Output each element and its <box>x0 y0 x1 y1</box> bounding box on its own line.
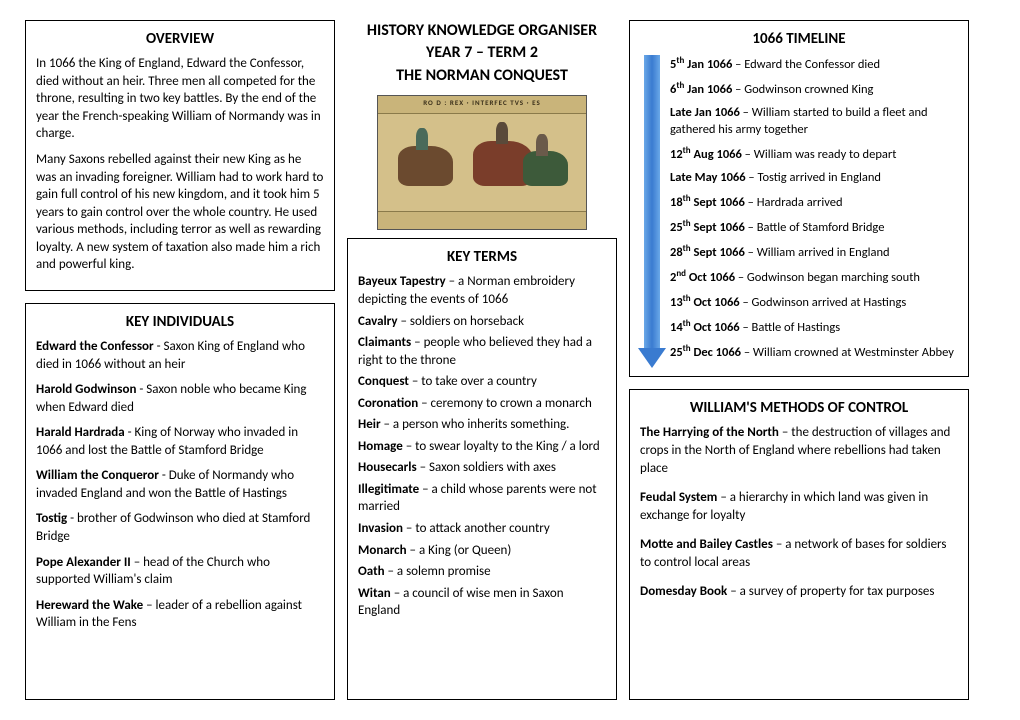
timeline-item: 25th Sept 1066 – Battle of Stamford Brid… <box>670 218 958 237</box>
timeline-item: 6th Jan 1066 – Godwinson crowned King <box>670 80 958 99</box>
term-item: Invasion – to attack another country <box>358 520 606 538</box>
bayeux-tapestry-image: RO D : REX · INTERFEC TVS · ES <box>377 95 587 230</box>
key-individuals-heading: KEY INDIVIDUALS <box>36 312 324 332</box>
term-item: Illegitimate – a child whose parents wer… <box>358 481 606 516</box>
individual-item: Tostig - brother of Godwinson who died a… <box>36 510 324 545</box>
methods-box: WILLIAM'S METHODS OF CONTROL The Harryin… <box>629 389 969 700</box>
timeline-item: 13th Oct 1066 – Godwinson arrived at Has… <box>670 293 958 312</box>
term-item: Heir – a person who inherits something. <box>358 416 606 434</box>
term-item: Monarch – a King (or Queen) <box>358 542 606 560</box>
overview-heading: OVERVIEW <box>36 29 324 49</box>
timeline-item: Late May 1066 – Tostig arrived in Englan… <box>670 170 958 187</box>
timeline-item: 14th Oct 1066 – Battle of Hastings <box>670 318 958 337</box>
timeline-item: 5th Jan 1066 – Edward the Confessor died <box>670 55 958 74</box>
term-item: Bayeux Tapestry – a Norman embroidery de… <box>358 273 606 308</box>
individual-item: Harald Hardrada - King of Norway who inv… <box>36 424 324 459</box>
method-item: Feudal System – a hierarchy in which lan… <box>640 489 958 524</box>
title-l3: THE NORMAN CONQUEST <box>347 65 617 87</box>
timeline-item: 18th Sept 1066 – Hardrada arrived <box>670 193 958 212</box>
term-item: Conquest – to take over a country <box>358 373 606 391</box>
title-l2: YEAR 7 – TERM 2 <box>347 42 617 64</box>
method-item: Domesday Book – a survey of property for… <box>640 583 958 601</box>
title-block: HISTORY KNOWLEDGE ORGANISER YEAR 7 – TER… <box>347 20 617 238</box>
term-item: Witan – a council of wise men in Saxon E… <box>358 585 606 620</box>
title-l1: HISTORY KNOWLEDGE ORGANISER <box>347 20 617 42</box>
individual-item: Pope Alexander II – head of the Church w… <box>36 554 324 589</box>
term-item: Claimants – people who believed they had… <box>358 334 606 369</box>
method-item: The Harrying of the North – the destruct… <box>640 424 958 477</box>
individual-item: Edward the Confessor - Saxon King of Eng… <box>36 338 324 373</box>
timeline-heading: 1066 TIMELINE <box>640 29 958 49</box>
timeline-item: 12th Aug 1066 – William was ready to dep… <box>670 145 958 164</box>
timeline-arrow-icon <box>640 55 664 368</box>
overview-p2: Many Saxons rebelled against their new K… <box>36 151 324 274</box>
term-item: Oath – a solemn promise <box>358 563 606 581</box>
timeline-item: 25th Dec 1066 – William crowned at Westm… <box>670 343 958 362</box>
individual-item: Hereward the Wake – leader of a rebellio… <box>36 597 324 632</box>
timeline-item: Late Jan 1066 – William started to build… <box>670 105 958 139</box>
timeline-box: 1066 TIMELINE 5th Jan 1066 – Edward the … <box>629 20 969 377</box>
key-terms-heading: KEY TERMS <box>358 247 606 267</box>
timeline-item: 28th Sept 1066 – William arrived in Engl… <box>670 243 958 262</box>
term-item: Homage – to swear loyalty to the King / … <box>358 438 606 456</box>
timeline-item: 2nd Oct 1066 – Godwinson began marching … <box>670 268 958 287</box>
term-item: Coronation – ceremony to crown a monarch <box>358 395 606 413</box>
key-terms-box: KEY TERMS Bayeux Tapestry – a Norman emb… <box>347 238 617 700</box>
overview-p1: In 1066 the King of England, Edward the … <box>36 55 324 143</box>
method-item: Motte and Bailey Castles – a network of … <box>640 536 958 571</box>
individual-item: William the Conqueror - Duke of Normandy… <box>36 467 324 502</box>
key-individuals-box: KEY INDIVIDUALS Edward the Confessor - S… <box>25 303 335 700</box>
term-item: Cavalry – soldiers on horseback <box>358 313 606 331</box>
term-item: Housecarls – Saxon soldiers with axes <box>358 459 606 477</box>
methods-heading: WILLIAM'S METHODS OF CONTROL <box>640 398 958 418</box>
individual-item: Harold Godwinson - Saxon noble who becam… <box>36 381 324 416</box>
overview-box: OVERVIEW In 1066 the King of England, Ed… <box>25 20 335 291</box>
